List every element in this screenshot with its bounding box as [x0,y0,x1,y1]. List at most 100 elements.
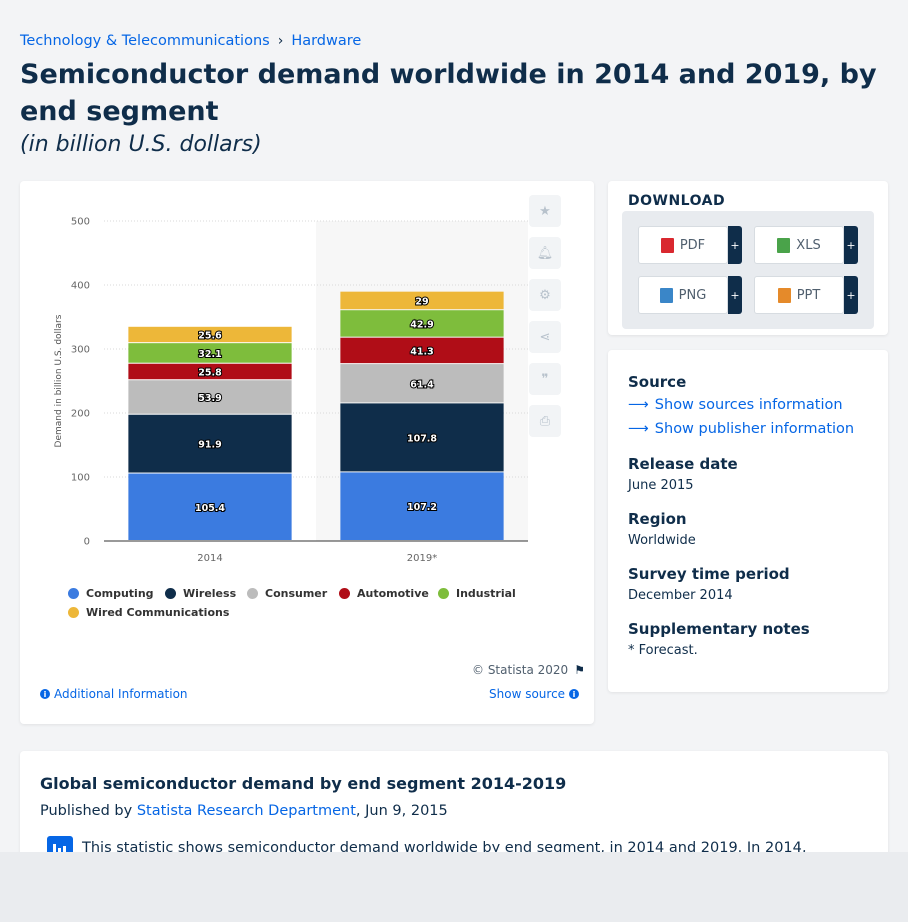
bar-value-label: 42.9 [410,319,433,330]
show-sources-link[interactable]: ⟶ Show sources information [628,397,843,413]
bar-value-label: 41.3 [410,346,433,357]
legend-item-wired-communications[interactable]: Wired Communications [68,606,229,619]
breadcrumb-link-hardware[interactable]: Hardware [291,33,362,49]
legend-item-wireless[interactable]: Wireless [165,587,236,600]
chart-card: 105.4 91.9 53.9 25.8 32.1 25.6 107.2 107.8 61.4 4… [20,181,594,724]
legend-dot-icon [438,588,449,599]
supplementary-notes-label: Supplementary notes [628,620,810,638]
gear-icon: ⚙ [539,287,551,303]
show-publisher-link[interactable]: ⟶ Show publisher information [628,421,854,437]
settings-button[interactable]: ⚙ [529,279,561,311]
bar-value-label: 29 [415,296,428,307]
y-tick-label: 0 [84,537,90,548]
share-icon: ⋖ [539,329,551,345]
published-date: , Jun 9, 2015 [355,803,448,819]
breadcrumb-link-technology[interactable]: Technology & Telecommunications [20,33,270,49]
xls-plus-badge[interactable]: + [844,226,858,264]
release-date-value: June 2015 [628,478,694,493]
bar-segment-automotive[interactable] [128,363,292,380]
download-ppt-button[interactable]: PPT [754,276,844,314]
supplementary-notes-value: * Forecast. [628,643,698,658]
bar-value-label: 107.2 [407,502,437,513]
additional-info-link[interactable]: i Additional Information [40,687,188,701]
additional-info-label: Additional Information [54,687,188,701]
bar-value-label: 105.4 [195,503,225,514]
bar-segment-computing[interactable] [340,472,504,540]
copyright: © Statista 2020 ⚑ [472,663,585,677]
y-axis-label: Demand in billion U.S. dollars [54,314,64,447]
region-value: Worldwide [628,533,696,548]
bar-segment-wireless[interactable] [340,403,504,472]
download-png-button[interactable]: PNG [638,276,728,314]
ppt-file-icon [777,287,791,303]
x-tick-label: 2019* [407,553,437,564]
download-pdf-button[interactable]: PDF [638,226,728,264]
download-pdf-label: PDF [679,237,706,253]
download-png-label: PNG [678,287,707,303]
png-file-icon [659,287,673,303]
bar-segment-wired-communications[interactable] [128,326,292,343]
bar-segment-wireless[interactable] [128,414,292,473]
download-xls-button[interactable]: XLS [754,226,844,264]
source-label: Source [628,373,687,391]
flag-icon[interactable]: ⚑ [574,663,585,677]
show-publisher-label: Show publisher information [654,421,855,437]
pdf-plus-badge[interactable]: + [728,226,742,264]
article-meta: Published by Statista Research Departmen… [40,803,448,819]
legend-label: Wireless [183,587,237,600]
bar-segment-computing[interactable] [128,473,292,540]
download-heading: DOWNLOAD [628,193,726,209]
breadcrumb-separator: › [277,33,284,49]
show-source-link[interactable]: Show source i [489,687,580,701]
legend-item-consumer[interactable]: Consumer [247,587,327,600]
y-tick-label: 200 [71,409,90,420]
quote-icon: ❞ [541,371,549,387]
bar-value-label: 53.9 [198,393,221,404]
print-button[interactable]: ⎙ [529,405,561,437]
legend-label: Automotive [357,587,429,600]
bar-segment-wired-communications[interactable] [340,291,504,310]
y-tick-label: 100 [71,473,90,484]
legend-item-automotive[interactable]: Automotive [339,587,429,600]
survey-period-label: Survey time period [628,565,790,583]
page-title: Semiconductor demand worldwide in 2014 a… [20,59,877,127]
print-icon: ⎙ [539,413,551,429]
share-button[interactable]: ⋖ [529,321,561,353]
legend-dot-icon [68,588,79,599]
show-source-label: Show source [489,687,566,701]
survey-period-value: December 2014 [628,588,733,603]
x-tick-label: 2014 [197,553,222,564]
favorite-button[interactable]: ★ [529,195,561,227]
bar-segment-industrial[interactable] [340,310,504,337]
arrow-right-icon: ⟶ [628,397,649,413]
notification-button[interactable]: 🔔︎ [529,237,561,269]
download-xls-label: XLS [796,237,821,253]
stacked-bar-chart: 105.4 91.9 53.9 25.8 32.1 25.6 107.2 107.8 61.4 4… [54,217,528,564]
pdf-file-icon [660,237,674,253]
y-tick-label: 500 [71,217,90,228]
info-circle-icon: i [40,689,50,699]
legend-label: Industrial [456,587,516,600]
legend-item-computing[interactable]: Computing [68,587,154,600]
png-plus-badge[interactable]: + [728,276,742,314]
bar-value-label: 107.8 [407,433,437,444]
bell-icon: 🔔︎ [536,245,554,261]
bar-segment-industrial[interactable] [128,343,292,363]
bar-value-label: 25.6 [198,330,222,341]
legend-dot-icon [68,607,79,618]
bar-segment-consumer[interactable] [340,364,504,403]
bar-value-label: 25.8 [198,367,222,378]
legend-label: Wired Communications [86,606,230,619]
ppt-plus-badge[interactable]: + [844,276,858,314]
bar-segment-automotive[interactable] [340,337,504,364]
publisher-link[interactable]: Statista Research Department [136,803,356,819]
article-title: Global semiconductor demand by end segme… [40,774,567,793]
info-circle-icon: i [569,689,580,699]
legend-item-industrial[interactable]: Industrial [438,587,516,600]
legend-dot-icon [165,588,176,599]
region-label: Region [628,510,687,528]
bar-segment-consumer[interactable] [128,380,292,414]
legend-dot-icon [247,588,258,599]
show-sources-label: Show sources information [654,397,843,413]
cite-button[interactable]: ❞ [529,363,561,395]
